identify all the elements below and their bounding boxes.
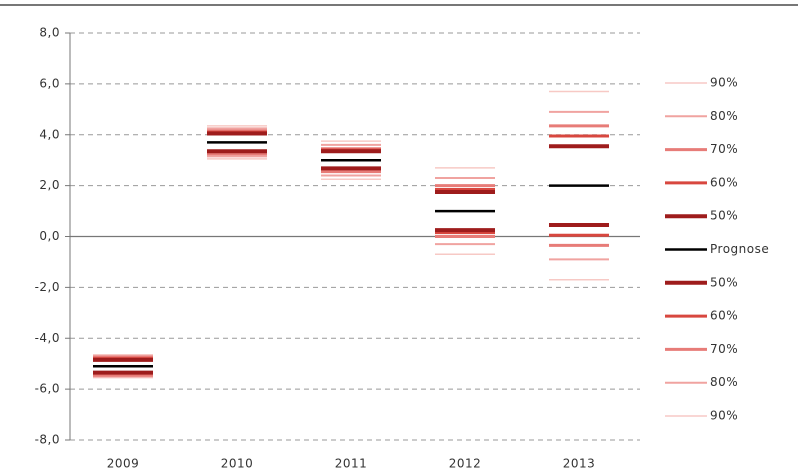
y-tick-label: 2,0 xyxy=(39,178,60,192)
x-tick-label: 2013 xyxy=(563,457,596,471)
y-tick-label: 0,0 xyxy=(39,229,60,243)
legend-label: 50% xyxy=(710,275,738,289)
y-tick-label: 8,0 xyxy=(39,26,60,40)
y-tick-label: -2,0 xyxy=(35,280,60,294)
legend-label: 80% xyxy=(710,109,738,123)
legend-label: 80% xyxy=(710,375,738,389)
legend-label: 70% xyxy=(710,342,738,356)
y-tick-label: -4,0 xyxy=(35,331,60,345)
legend-label: 90% xyxy=(710,409,738,423)
x-tick-label: 2011 xyxy=(335,457,368,471)
legend-label: 90% xyxy=(710,76,738,90)
y-tick-label: -6,0 xyxy=(35,382,60,396)
x-tick-label: 2012 xyxy=(449,457,482,471)
x-tick-label: 2010 xyxy=(221,457,254,471)
legend-label: 60% xyxy=(710,309,738,323)
y-tick-label: 4,0 xyxy=(39,127,60,141)
legend-label: 50% xyxy=(710,209,738,223)
x-tick-label: 2009 xyxy=(107,457,140,471)
y-tick-label: -8,0 xyxy=(35,433,60,447)
legend-label: Prognose xyxy=(710,242,769,256)
legend-label: 60% xyxy=(710,175,738,189)
legend-label: 70% xyxy=(710,142,738,156)
y-tick-label: 6,0 xyxy=(39,76,60,90)
